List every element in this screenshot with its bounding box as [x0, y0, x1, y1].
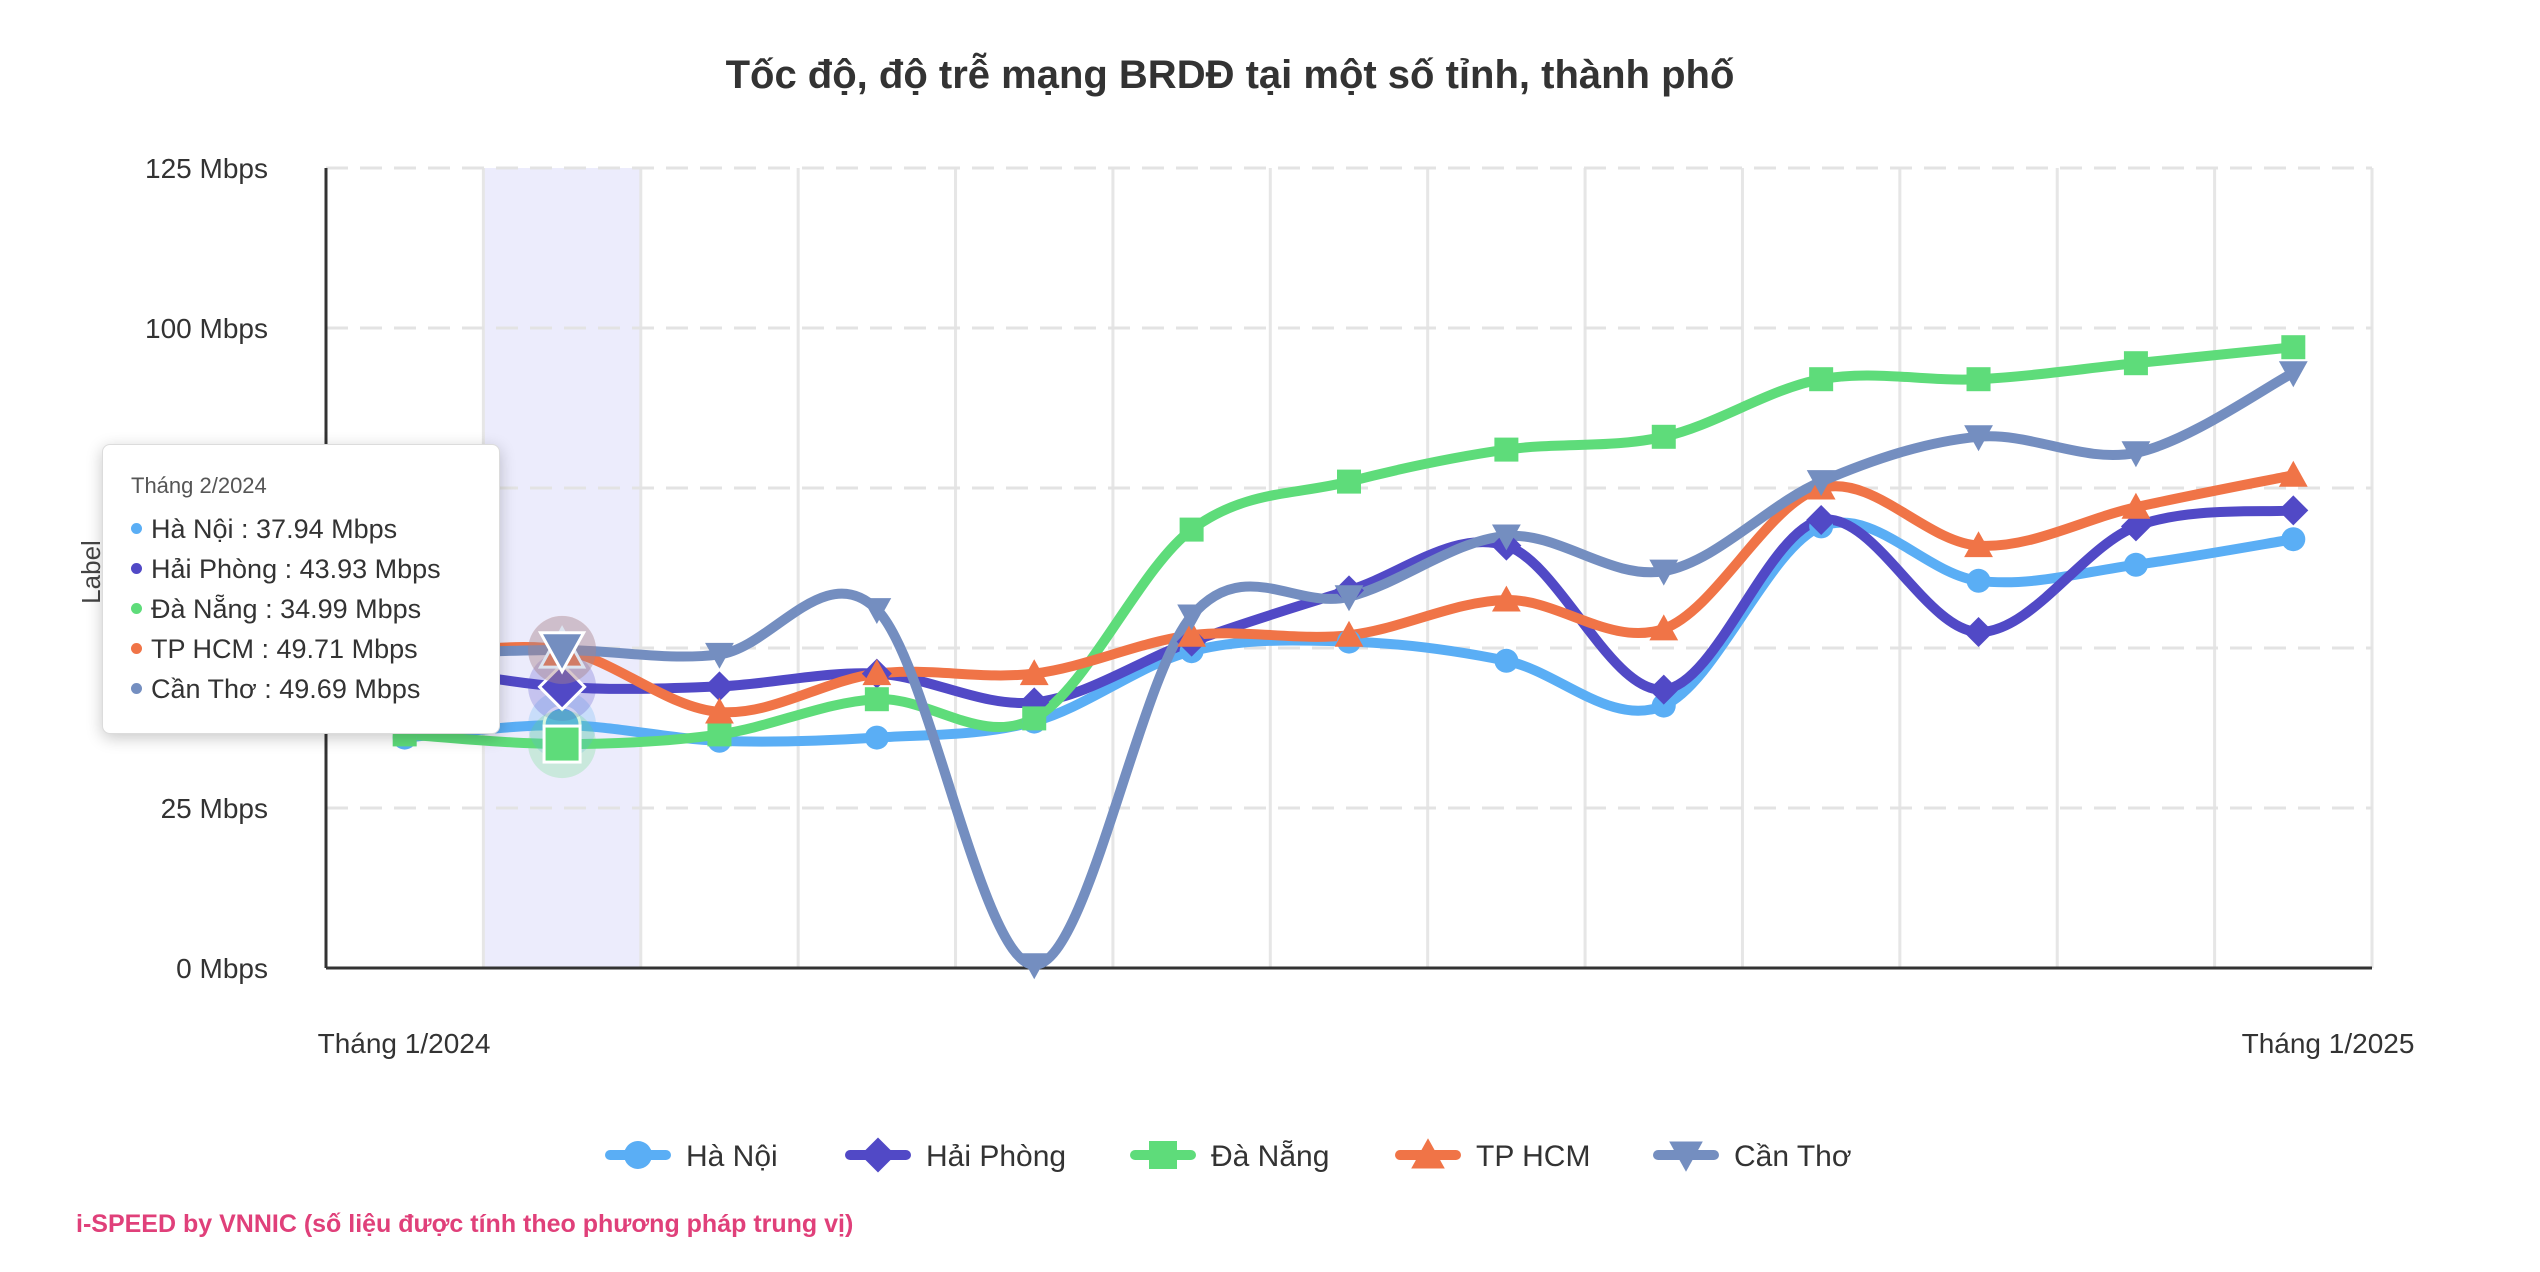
legend-label: TP HCM [1476, 1140, 1590, 1173]
tooltip-row-label: TP HCM : 49.71 Mbps [151, 634, 418, 664]
data-point-marker [862, 598, 892, 624]
legend: Hà Nội Hải Phòng Đà Nẵng TP HCM Cần Thơ [605, 1137, 1852, 1173]
data-point-marker [1966, 367, 1991, 392]
series-markers [389, 335, 2309, 980]
tooltip-row-hai-phong: Hải Phòng : 43.93 Mbps [131, 549, 499, 589]
data-point-marker [537, 631, 587, 675]
data-point-marker [1334, 585, 1364, 612]
data-point-marker [2281, 335, 2306, 360]
tooltip-row-da-nang: Đà Nẵng : 34.99 Mbps [131, 589, 499, 629]
data-point-marker [1491, 524, 1521, 551]
data-point-marker [1651, 424, 1676, 449]
data-point-marker [1177, 604, 1207, 631]
data-point-marker [2278, 495, 2309, 526]
data-point-marker [1022, 706, 1047, 731]
x-tick-label-first: Tháng 1/2024 [318, 1028, 491, 1059]
data-point-marker [2278, 361, 2308, 388]
hover-highlight-band [483, 168, 641, 968]
data-tooltip: Tháng 2/2024 Hà Nội : 37.94 Mbps Hải Phò… [102, 444, 500, 734]
data-point-marker [705, 697, 734, 724]
tooltip-dot-icon [131, 683, 142, 695]
data-point-marker [1651, 693, 1676, 718]
data-point-marker [1648, 674, 1679, 705]
data-point-marker [2121, 492, 2151, 519]
tooltip-row-can-tho: Cần Thơ : 49.69 Mbps [131, 669, 499, 709]
legend-marker-icon [1149, 1141, 1177, 1169]
data-point-marker [1019, 953, 1049, 980]
data-point-marker [542, 724, 582, 764]
y-axis-title: Label [76, 540, 106, 604]
x-tick-label-last: Tháng 1/2025 [2242, 1028, 2415, 1059]
tooltip-row-tp-hcm: TP HCM : 49.71 Mbps [131, 629, 499, 669]
data-point-marker [2121, 441, 2151, 468]
data-point-marker [2123, 552, 2148, 577]
tooltip-dot-icon [131, 563, 142, 575]
data-point-marker [1649, 614, 1679, 641]
data-point-marker [1809, 367, 1834, 392]
data-point-marker [1019, 659, 1049, 686]
tooltip-row-label: Cần Thơ : 49.69 Mbps [151, 674, 421, 704]
series-line [399, 367, 2299, 970]
legend-item: Hà Nội [605, 1140, 778, 1173]
data-point-marker [862, 659, 892, 686]
legend-item: Hải Phòng [845, 1137, 1066, 1173]
legend-marker-icon [1411, 1138, 1445, 1169]
data-point-marker [1494, 437, 1519, 462]
footer-credit: i-SPEED by VNNIC (số liệu được tính theo… [76, 1210, 853, 1238]
data-point-marker [1964, 425, 1993, 452]
series-lines [399, 342, 2299, 970]
legend-marker-icon [860, 1137, 896, 1173]
data-point-marker [1806, 470, 1836, 496]
chart-title: Tốc độ, độ trễ mạng BRDĐ tại một số tỉnh… [726, 51, 1735, 97]
tooltip-dot-icon [131, 643, 142, 655]
tooltip-dot-icon [131, 603, 142, 615]
data-point-marker [864, 687, 889, 712]
y-tick-label: 25 Mbps [161, 793, 268, 824]
legend-marker-icon [624, 1141, 652, 1169]
legend-item: Đà Nẵng [1130, 1140, 1329, 1173]
data-point-marker [2281, 527, 2306, 552]
tooltip-row-ha-noi: Hà Nội : 37.94 Mbps [131, 509, 499, 549]
legend-marker-icon [1669, 1141, 1703, 1172]
data-point-marker [1494, 648, 1519, 673]
legend-label: Cần Thơ [1734, 1140, 1852, 1173]
y-tick-label: 100 Mbps [145, 313, 268, 344]
data-point-marker [707, 722, 732, 747]
tooltip-row-label: Hà Nội : 37.94 Mbps [151, 514, 398, 544]
data-point-marker [1966, 568, 1991, 593]
tooltip-title: Tháng 2/2024 [131, 473, 267, 498]
data-point-marker [2278, 460, 2308, 487]
data-point-marker [1179, 517, 1204, 542]
legend-label: Hà Nội [686, 1140, 778, 1173]
y-tick-label: 125 Mbps [145, 153, 268, 184]
data-point-marker [864, 725, 889, 750]
data-point-marker [1491, 585, 1521, 612]
data-point-marker [1963, 617, 1994, 647]
data-point-marker [1806, 505, 1837, 535]
data-point-marker [2120, 511, 2151, 542]
legend-label: Hải Phòng [926, 1140, 1066, 1173]
data-point-marker [1334, 620, 1364, 647]
legend-item: TP HCM [1395, 1138, 1590, 1173]
tooltip-dot-icon [131, 523, 142, 535]
legend-item: Cần Thơ [1653, 1140, 1852, 1173]
y-tick-label: 0 Mbps [176, 953, 268, 984]
data-point-marker [537, 662, 587, 712]
data-point-marker [1337, 469, 1361, 494]
data-point-marker [1177, 620, 1207, 647]
data-point-marker [1964, 531, 1993, 558]
data-point-marker [1649, 559, 1679, 586]
data-point-marker [2123, 351, 2148, 376]
tooltip-row-label: Hải Phòng : 43.93 Mbps [151, 554, 441, 584]
tooltip-row-label: Đà Nẵng : 34.99 Mbps [151, 594, 422, 624]
data-point-marker [704, 671, 735, 702]
legend-label: Đà Nẵng [1211, 1140, 1329, 1173]
data-point-marker [705, 642, 734, 669]
